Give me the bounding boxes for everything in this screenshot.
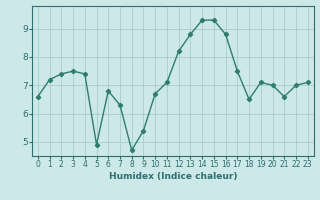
X-axis label: Humidex (Indice chaleur): Humidex (Indice chaleur) bbox=[108, 172, 237, 181]
